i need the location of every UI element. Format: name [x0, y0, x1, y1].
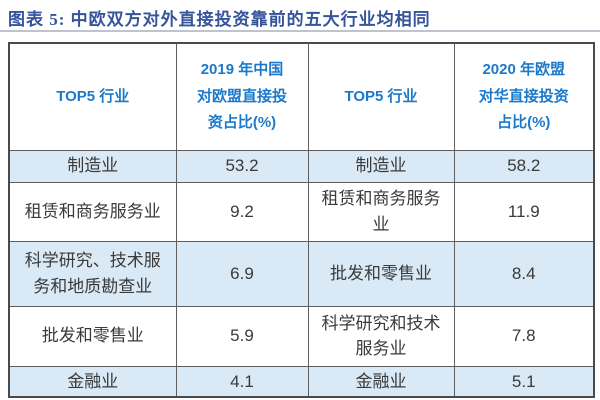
table-cell: 租赁和商务服务 业 — [307, 181, 455, 242]
table-cell: 批发和零售业 — [8, 305, 177, 367]
column-header-eu-2020: 2020 年欧盟 对华直接投资 占比(%) — [453, 42, 595, 151]
figure-title: 图表 5: 中欧双方对外直接投资靠前的五大行业均相同 — [8, 10, 431, 29]
table-cell: 6.9 — [175, 240, 309, 307]
table-cell: 8.4 — [453, 240, 595, 307]
table-cell: 53.2 — [175, 149, 309, 183]
table-header-row: TOP5 行业 2019 年中国 对欧盟直接投 资占比(%) TOP5 行业 2… — [8, 42, 595, 151]
table-cell: 7.8 — [453, 305, 595, 367]
table-row: 金融业 4.1 金融业 5.1 — [8, 365, 595, 398]
title-divider — [0, 30, 600, 32]
column-header-top5-left: TOP5 行业 — [8, 42, 177, 151]
table-cell: 制造业 — [307, 149, 455, 183]
table-row: 批发和零售业 5.9 科学研究和技术 服务业 7.8 — [8, 305, 595, 367]
table-cell: 科学研究、技术服 务和地质勘查业 — [8, 240, 177, 307]
column-header-china-2019: 2019 年中国 对欧盟直接投 资占比(%) — [175, 42, 309, 151]
table-cell: 11.9 — [453, 181, 595, 242]
investment-table: TOP5 行业 2019 年中国 对欧盟直接投 资占比(%) TOP5 行业 2… — [8, 42, 595, 398]
table-cell: 4.1 — [175, 365, 309, 398]
investment-table-container: TOP5 行业 2019 年中国 对欧盟直接投 资占比(%) TOP5 行业 2… — [8, 42, 595, 398]
table-cell: 批发和零售业 — [307, 240, 455, 307]
table-cell: 科学研究和技术 服务业 — [307, 305, 455, 367]
table-cell: 58.2 — [453, 149, 595, 183]
table-cell: 9.2 — [175, 181, 309, 242]
table-cell: 5.1 — [453, 365, 595, 398]
column-header-top5-right: TOP5 行业 — [307, 42, 455, 151]
table-cell: 5.9 — [175, 305, 309, 367]
table-row: 制造业 53.2 制造业 58.2 — [8, 149, 595, 183]
table-cell: 金融业 — [8, 365, 177, 398]
table-cell: 制造业 — [8, 149, 177, 183]
table-row: 租赁和商务服务业 9.2 租赁和商务服务 业 11.9 — [8, 181, 595, 242]
table-cell: 金融业 — [307, 365, 455, 398]
table-cell: 租赁和商务服务业 — [8, 181, 177, 242]
table-row: 科学研究、技术服 务和地质勘查业 6.9 批发和零售业 8.4 — [8, 240, 595, 307]
